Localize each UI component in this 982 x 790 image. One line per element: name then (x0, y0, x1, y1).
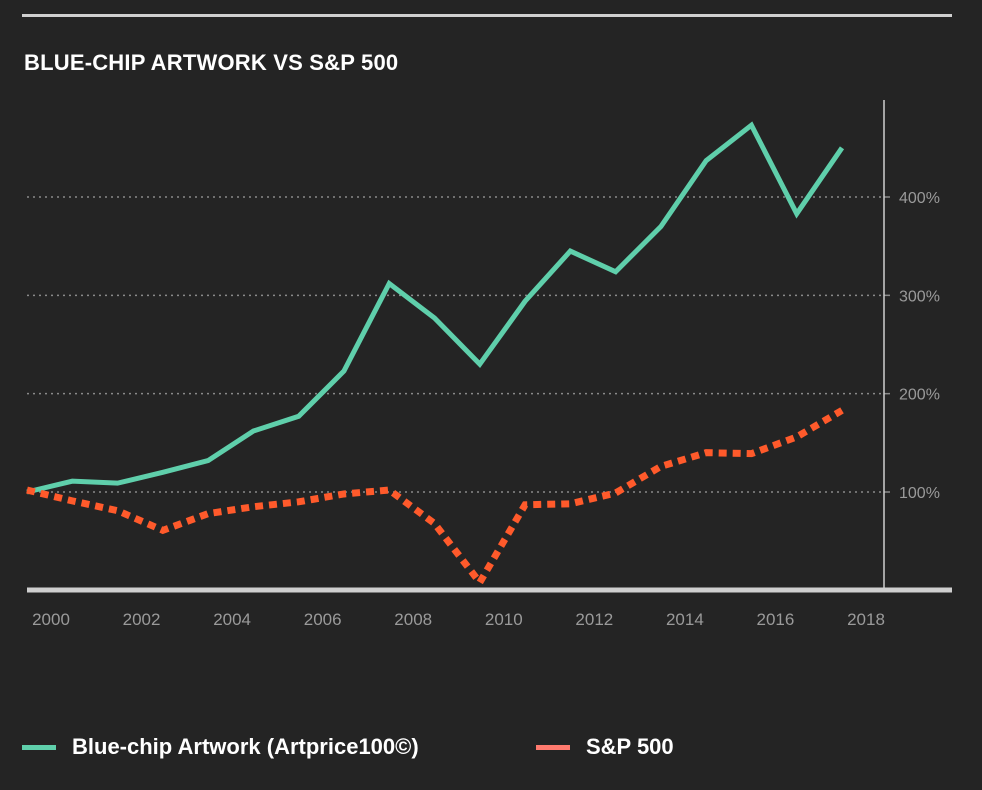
x-tick-label-2008: 2008 (394, 610, 432, 629)
legend-label-artwork: Blue-chip Artwork (Artprice100©) (72, 734, 419, 759)
series-layer (26, 121, 845, 589)
legend: Blue-chip Artwork (Artprice100©) S&P 500 (22, 734, 962, 764)
x-tick-label-2000: 2000 (32, 610, 70, 629)
line-chart: 100% 200% 300% 400% 2000 2002 2004 2006 2008 2010… (26, 100, 952, 629)
legend-label-sp500: S&P 500 (586, 734, 674, 759)
legend-item-sp500: S&P 500 (536, 734, 674, 760)
top-rule (22, 14, 952, 17)
x-tick-label-2012: 2012 (575, 610, 613, 629)
x-tick-label-2016: 2016 (757, 610, 795, 629)
x-tick-label-2014: 2014 (666, 610, 704, 629)
legend-swatch-sp500 (536, 744, 570, 750)
legend-swatch-artwork (22, 744, 56, 750)
axes: 100% 200% 300% 400% 2000 2002 2004 2006 2008 2010… (27, 100, 952, 629)
y-tick-label-100: 100% (899, 485, 940, 502)
x-tick-label-2010: 2010 (485, 610, 523, 629)
x-tick-label-2002: 2002 (123, 610, 161, 629)
legend-item-artwork: Blue-chip Artwork (Artprice100©) (22, 734, 419, 760)
x-tick-label-2018: 2018 (847, 610, 885, 629)
y-tick-label-300: 300% (899, 288, 940, 305)
chart-title: BLUE-CHIP ARTWORK VS S&P 500 (24, 50, 399, 75)
y-tick-label-200: 200% (899, 387, 940, 404)
y-tick-label-400: 400% (899, 190, 940, 207)
series-line-sp500 (26, 407, 844, 589)
series-line-artwork (26, 121, 845, 495)
x-tick-label-2006: 2006 (304, 610, 342, 629)
grid-lines (27, 196, 884, 493)
x-tick-label-2004: 2004 (213, 610, 251, 629)
